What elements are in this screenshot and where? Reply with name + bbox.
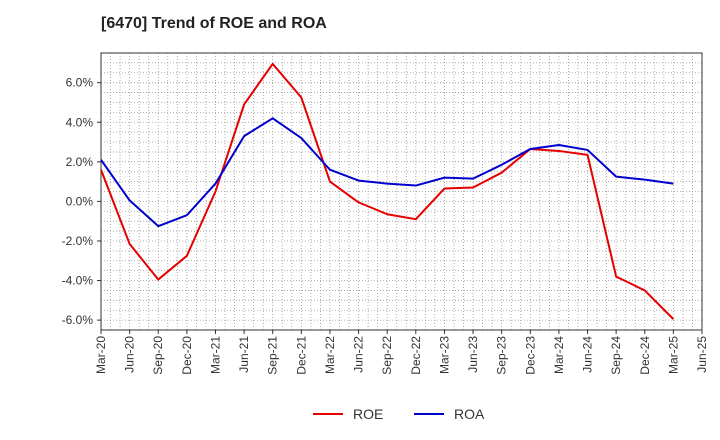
- y-tick-label: -4.0%: [62, 274, 94, 288]
- x-tick-label: Jun-25: [695, 336, 709, 373]
- y-tick-label: -2.0%: [62, 234, 94, 248]
- y-tick-label: 6.0%: [66, 76, 94, 90]
- x-tick-label: Sep-22: [380, 336, 394, 375]
- x-tick-label: Jun-21: [237, 336, 251, 373]
- y-tick-label: -6.0%: [62, 313, 94, 327]
- x-tick-label: Jun-24: [581, 336, 595, 373]
- x-tick-label: Dec-21: [294, 336, 308, 375]
- x-tick-label: Sep-20: [151, 336, 165, 375]
- y-tick-label: 2.0%: [66, 155, 94, 169]
- x-tick-label: Mar-21: [208, 336, 222, 374]
- y-tick-label: 0.0%: [66, 194, 94, 208]
- x-tick-label: Mar-23: [437, 336, 451, 374]
- x-tick-label: Mar-22: [323, 336, 337, 374]
- plot-frame: [100, 52, 703, 331]
- x-tick-label: Sep-24: [609, 336, 623, 375]
- x-tick-label: Mar-20: [94, 336, 108, 374]
- x-tick-label: Sep-21: [266, 336, 280, 375]
- y-tick-label: 4.0%: [66, 115, 94, 129]
- x-tick-label: Jun-20: [123, 336, 137, 373]
- legend-label-roe: ROE: [353, 406, 383, 422]
- x-tick-label: Mar-25: [666, 336, 680, 374]
- x-tick-label: Dec-22: [409, 336, 423, 375]
- legend-label-roa: ROA: [454, 406, 485, 422]
- x-tick-label: Jun-23: [466, 336, 480, 373]
- chart-title: [6470] Trend of ROE and ROA: [101, 15, 327, 32]
- x-tick-label: Sep-23: [495, 336, 509, 375]
- x-tick-label: Dec-23: [523, 336, 537, 375]
- x-tick-label: Jun-22: [352, 336, 366, 373]
- x-tick-label: Dec-20: [180, 336, 194, 375]
- x-tick-label: Mar-24: [552, 336, 566, 374]
- x-tick-label: Dec-24: [638, 336, 652, 375]
